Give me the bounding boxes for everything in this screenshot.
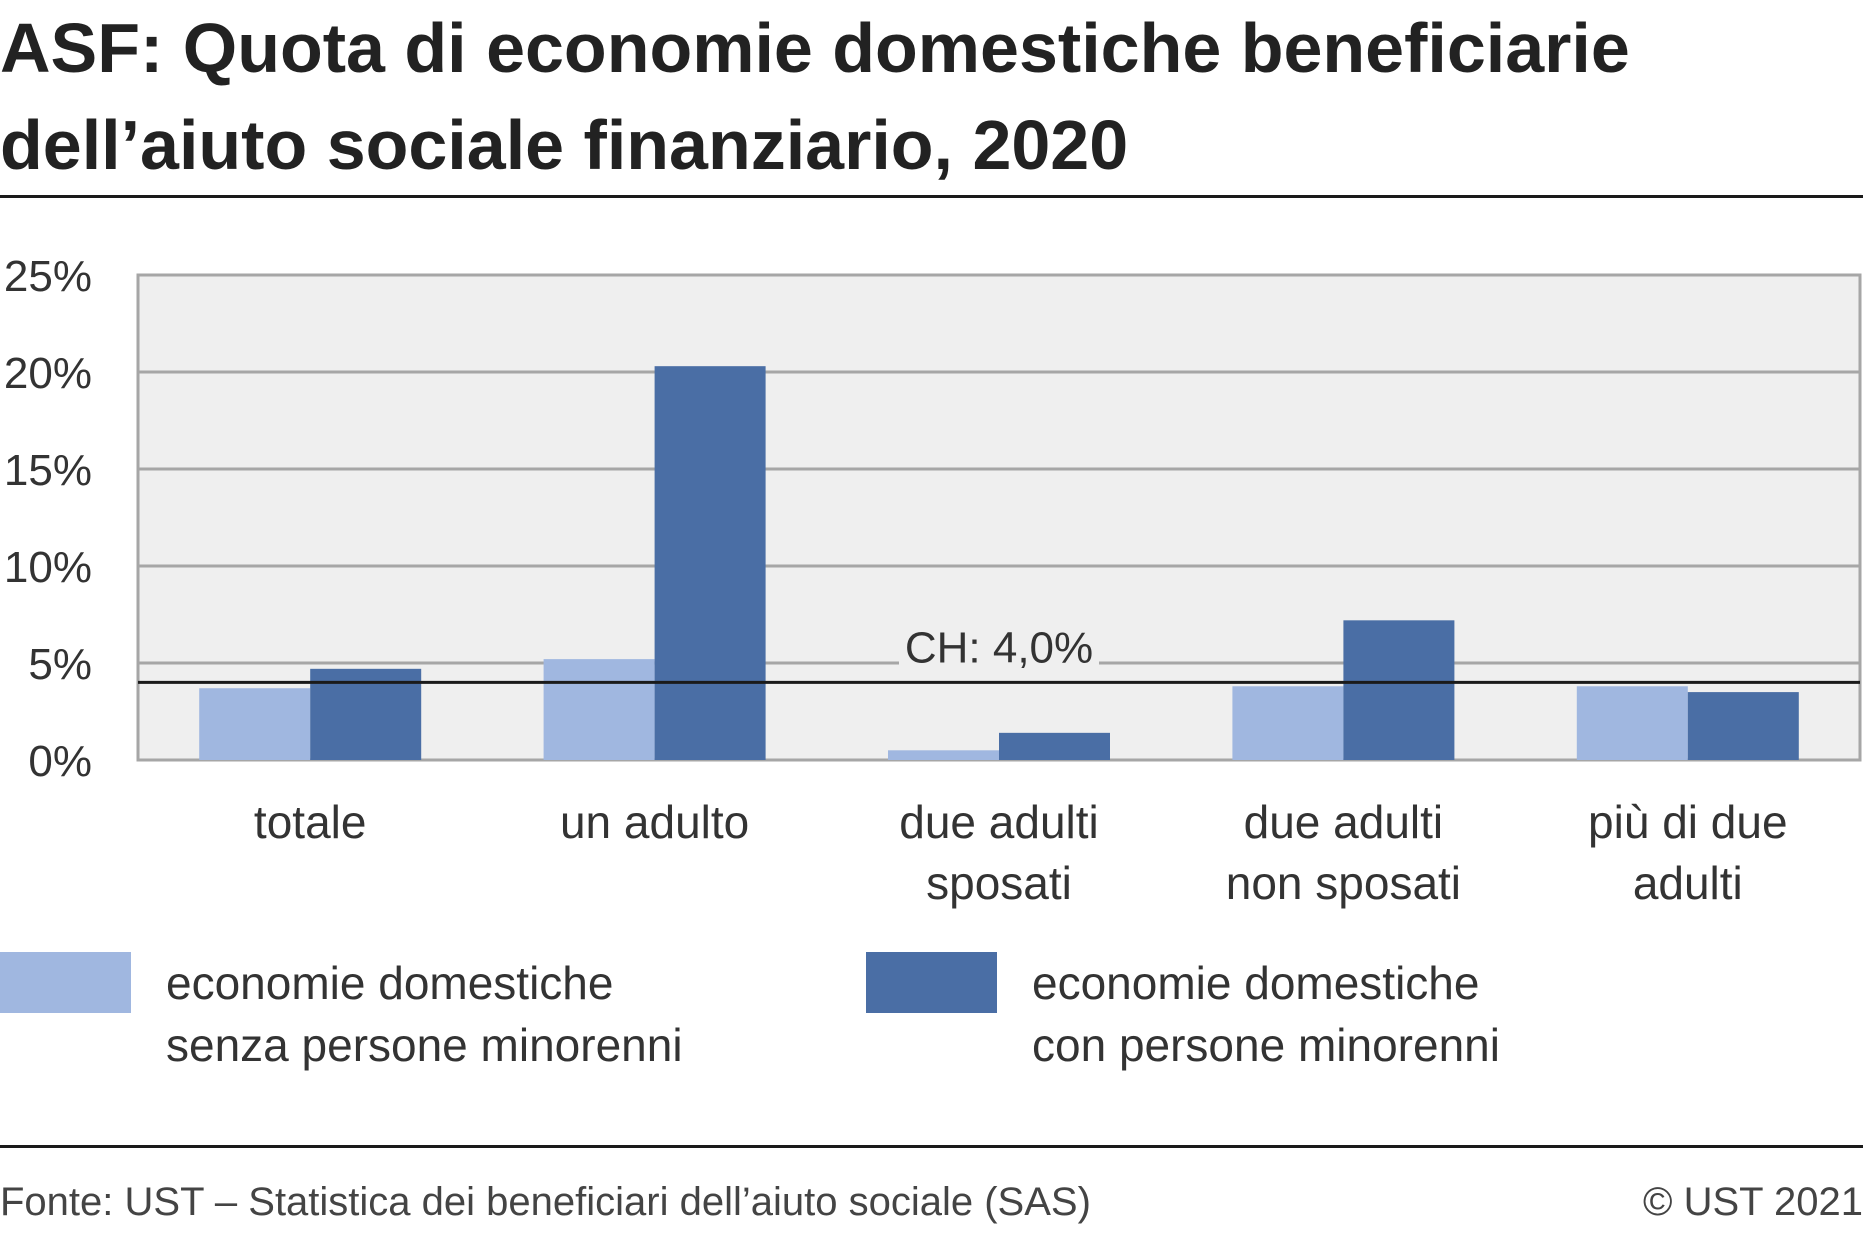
footer-divider (0, 1145, 1863, 1148)
y-tick-label: 25% (4, 252, 92, 301)
bar-chart: CH: 4,0% 0% 5% 10% 15% 20% 25% totale un adult… (4, 252, 1862, 909)
bar-without-minors (1576, 686, 1688, 760)
bar-with-minors (1687, 692, 1799, 760)
reference-line-label: CH: 4,0% (905, 623, 1093, 672)
bar-without-minors (888, 750, 999, 760)
y-tick-label: 20% (4, 349, 92, 398)
plot-area (136, 273, 1862, 762)
x-tick-label: due adulti sposati (899, 796, 1099, 909)
title-divider (0, 195, 1863, 198)
bar-with-minors (1343, 620, 1455, 760)
x-tick-label: due adulti non sposati (1226, 796, 1461, 909)
x-tick-label: totale (254, 796, 367, 848)
y-tick-label: 5% (28, 640, 92, 689)
legend-label: economie domestiche senza persone minore… (166, 957, 683, 1071)
bar-with-minors (310, 668, 422, 760)
legend-label: economie domestiche con persone minorenn… (1032, 957, 1500, 1071)
bar-without-minors (199, 688, 311, 760)
x-tick-label: un adulto (560, 796, 749, 848)
y-tick-label: 10% (4, 543, 92, 592)
reference-label-background (899, 624, 1099, 675)
source-note: Fonte: UST – Statistica dei beneficiari … (0, 1180, 1091, 1224)
y-tick-label: 15% (4, 446, 92, 495)
legend-swatch-light (0, 952, 131, 1013)
bar-with-minors (999, 732, 1110, 760)
bar-without-minors (1232, 686, 1344, 760)
bar-without-minors (543, 659, 655, 760)
legend: economie domestiche senza persone minore… (0, 952, 1863, 1082)
legend-swatch-dark (866, 952, 997, 1013)
bar-with-minors (654, 366, 766, 760)
x-tick-label: più di due adulti (1588, 796, 1788, 909)
copyright-note: © UST 2021 (1643, 1180, 1863, 1224)
y-tick-label: 0% (28, 737, 92, 786)
chart-title: ASF: Quota di economie domestiche benefi… (0, 9, 1630, 184)
